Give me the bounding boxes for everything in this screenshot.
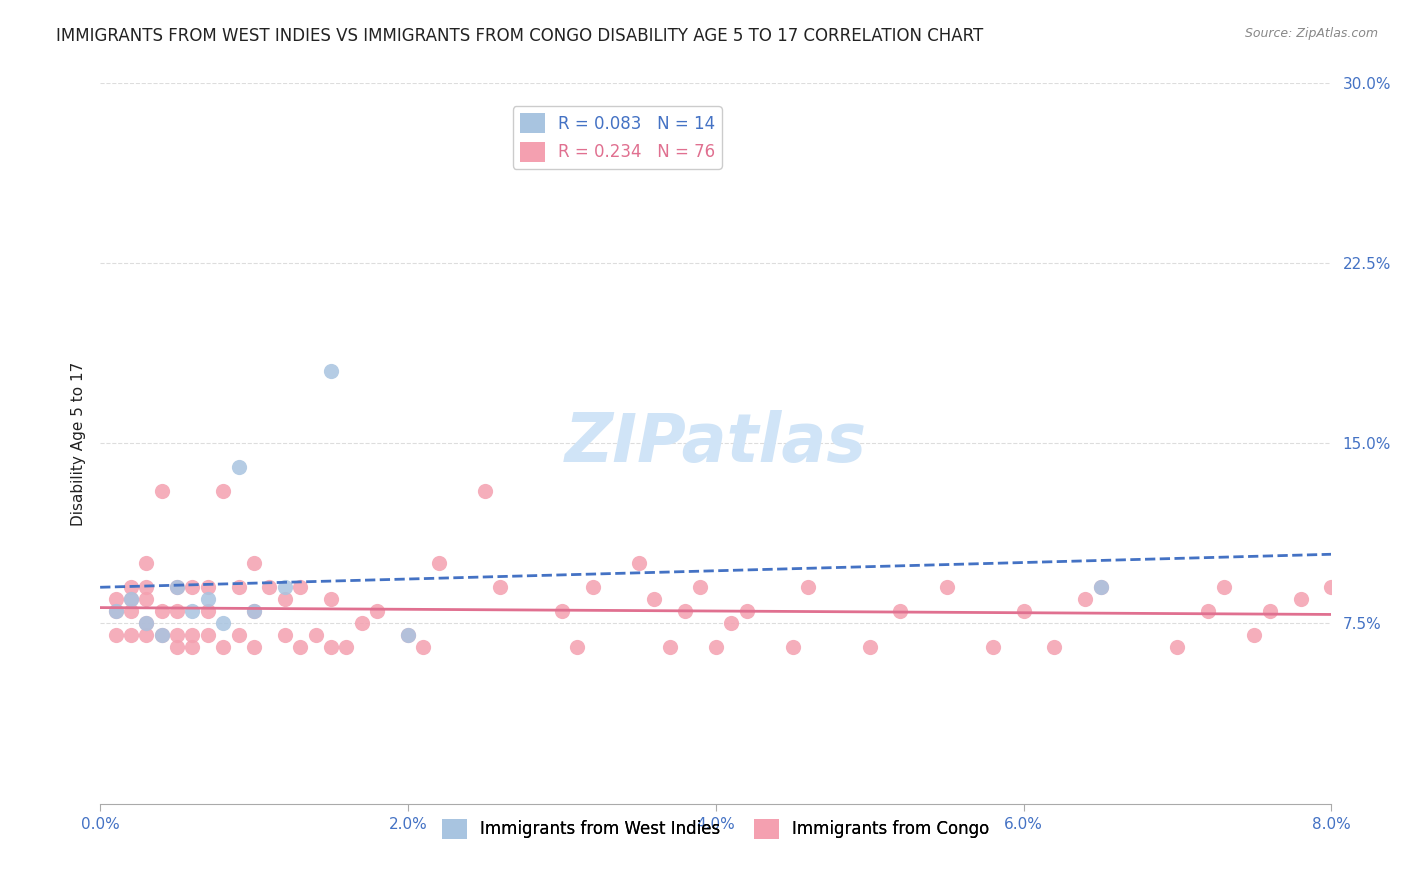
Point (567, 640, 589, 655)
Point (166, 628, 188, 642)
Point (1289, 592, 1312, 607)
Point (1090, 581, 1112, 595)
Y-axis label: Disability Age 5 to 17: Disability Age 5 to 17 (72, 361, 86, 525)
Point (228, 628, 250, 642)
Point (366, 605, 388, 619)
Point (135, 557, 157, 571)
Point (474, 484, 496, 499)
Point (197, 581, 219, 595)
Point (135, 616, 157, 631)
Point (427, 557, 450, 571)
Point (181, 628, 204, 642)
Point (166, 640, 188, 655)
Point (797, 581, 820, 595)
Point (228, 460, 250, 475)
Point (135, 592, 157, 607)
Point (1012, 605, 1035, 619)
Point (1197, 605, 1219, 619)
Point (1090, 581, 1112, 595)
Point (704, 640, 727, 655)
Point (1074, 592, 1097, 607)
Point (150, 484, 173, 499)
Point (243, 605, 266, 619)
Point (396, 628, 419, 642)
Point (274, 592, 297, 607)
Point (120, 592, 142, 607)
Point (243, 557, 266, 571)
Point (319, 592, 342, 607)
Point (689, 581, 711, 595)
Point (197, 628, 219, 642)
Point (735, 605, 758, 619)
Point (166, 581, 188, 595)
Point (627, 557, 650, 571)
Point (1043, 640, 1066, 655)
Point (1212, 581, 1234, 595)
Point (212, 640, 235, 655)
Point (212, 484, 235, 499)
Point (720, 616, 742, 631)
Point (658, 640, 681, 655)
Point (135, 628, 157, 642)
Point (104, 605, 127, 619)
Point (274, 581, 297, 595)
Point (135, 581, 157, 595)
Point (673, 605, 696, 619)
Point (981, 640, 1004, 655)
Point (259, 581, 281, 595)
Point (643, 592, 665, 607)
Point (412, 640, 434, 655)
Point (150, 628, 173, 642)
Point (104, 592, 127, 607)
Point (290, 581, 312, 595)
Point (181, 581, 204, 595)
Point (120, 592, 142, 607)
Point (212, 616, 235, 631)
Point (1320, 581, 1343, 595)
Text: Source: ZipAtlas.com: Source: ZipAtlas.com (1244, 27, 1378, 40)
Point (290, 640, 312, 655)
Text: IMMIGRANTS FROM WEST INDIES VS IMMIGRANTS FROM CONGO DISABILITY AGE 5 TO 17 CORR: IMMIGRANTS FROM WEST INDIES VS IMMIGRANT… (56, 27, 983, 45)
Point (228, 581, 250, 595)
Point (181, 640, 204, 655)
Legend: Immigrants from West Indies, Immigrants from Congo: Immigrants from West Indies, Immigrants … (436, 812, 997, 846)
Point (120, 605, 142, 619)
Point (197, 592, 219, 607)
Point (335, 640, 357, 655)
Point (489, 581, 512, 595)
Point (1166, 640, 1188, 655)
Point (135, 616, 157, 631)
Point (396, 628, 419, 642)
Point (582, 581, 605, 595)
Point (166, 605, 188, 619)
Point (319, 364, 342, 378)
Point (243, 605, 266, 619)
Text: ZIPatlas: ZIPatlas (565, 410, 866, 476)
Point (104, 628, 127, 642)
Point (1258, 605, 1281, 619)
Point (104, 605, 127, 619)
Point (274, 628, 297, 642)
Point (150, 628, 173, 642)
Point (859, 640, 882, 655)
Point (350, 616, 373, 631)
Point (197, 605, 219, 619)
Point (120, 581, 142, 595)
Point (166, 581, 188, 595)
Point (120, 628, 142, 642)
Point (319, 640, 342, 655)
Point (181, 605, 204, 619)
Point (551, 605, 574, 619)
Point (889, 605, 911, 619)
Point (304, 628, 326, 642)
Point (243, 640, 266, 655)
Point (935, 581, 957, 595)
Point (1243, 628, 1265, 642)
Point (782, 640, 804, 655)
Point (150, 605, 173, 619)
